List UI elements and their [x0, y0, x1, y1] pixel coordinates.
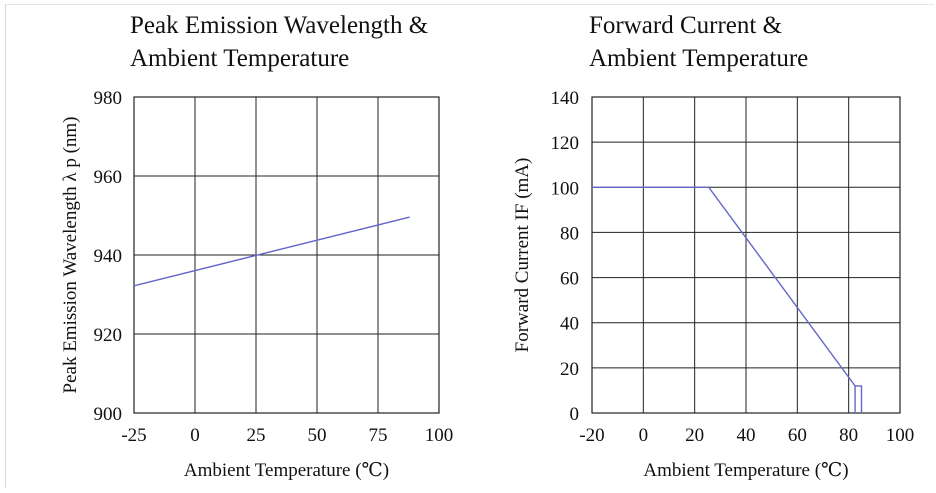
chart-1-ytick-label: 20 [560, 359, 579, 380]
chart-1-title-line-1: Ambient Temperature [589, 45, 808, 72]
chart-0-xtick-label: -25 [121, 425, 146, 446]
chart-1-xtick-label: 20 [685, 425, 704, 446]
chart-0-ytick-label: 920 [94, 325, 123, 346]
chart-1-plot-frame [591, 96, 901, 414]
chart-0-ytick-label: 960 [94, 167, 123, 188]
chart-1-x-axis-label: Ambient Temperature (℃) [643, 460, 848, 481]
chart-0-title-line-0: Peak Emission Wavelength & [130, 12, 428, 39]
chart-1-ytick-label: 40 [560, 314, 579, 335]
chart-1-xtick-label: 40 [737, 425, 756, 446]
chart-0-xtick-label: 50 [308, 425, 327, 446]
chart-1-xtick-label: 60 [788, 425, 807, 446]
chart-0-xtick-label: 100 [425, 425, 454, 446]
chart-0-ytick-label: 980 [94, 88, 123, 109]
chart-0-ytick-label: 940 [94, 246, 123, 267]
chart-1-ytick-label: 60 [560, 269, 579, 290]
chart-1-title-line-0: Forward Current & [589, 12, 782, 39]
chart-0-xtick-label: 0 [190, 425, 200, 446]
chart-0-plot-frame [133, 96, 440, 414]
chart-1-ytick-label: 120 [551, 133, 580, 154]
page-border [5, 4, 934, 488]
chart-0-y-axis-label: Peak Emission Wavelength λ p (nm) [60, 117, 81, 394]
chart-0-x-axis-label: Ambient Temperature (℃) [184, 460, 389, 481]
chart-1-y-axis-label: Forward Current IF (mA) [512, 158, 533, 353]
chart-0-ytick-label: 900 [94, 404, 123, 425]
chart-0-xtick-label: 75 [369, 425, 388, 446]
chart-1-xtick-label: 80 [839, 425, 858, 446]
chart-0-series-line-0 [133, 216, 410, 287]
chart-0-xtick-label: 25 [247, 425, 266, 446]
chart-1-ytick-label: 100 [551, 178, 580, 199]
chart-1-ytick-label: 0 [570, 404, 580, 425]
chart-1-xtick-label: 100 [886, 425, 915, 446]
chart-1-ytick-label: 140 [551, 88, 580, 109]
chart-0-title-line-1: Ambient Temperature [130, 45, 349, 72]
chart-1-ytick-label: 80 [560, 223, 579, 244]
chart-1-xtick-label: 0 [639, 425, 649, 446]
chart-1-xtick-label: -20 [579, 425, 604, 446]
